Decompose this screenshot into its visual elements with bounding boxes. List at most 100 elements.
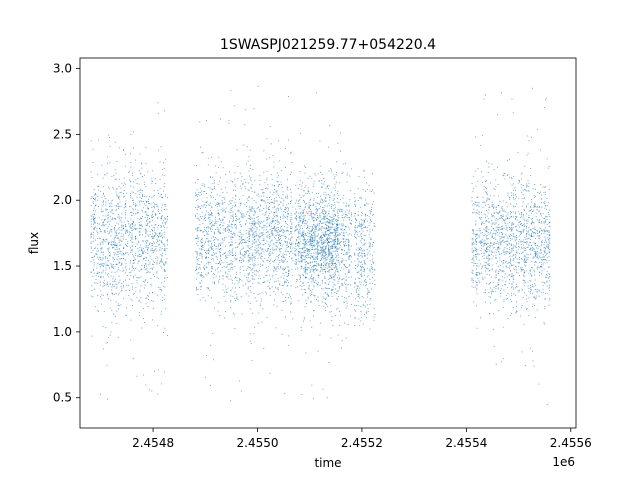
data-point [309,175,311,177]
data-point [290,258,292,260]
data-point [315,256,317,258]
data-point [203,276,205,278]
data-point [119,279,121,281]
data-point [323,227,325,229]
data-point [92,240,94,242]
data-point [115,231,117,233]
data-point [250,227,252,229]
data-point [305,273,307,275]
data-point [149,255,151,257]
data-point [373,223,375,224]
data-point [325,233,327,235]
data-point [143,318,144,319]
data-point [95,199,96,201]
data-point [345,267,347,268]
data-point [233,232,235,234]
data-point [107,283,108,285]
data-point [235,215,237,217]
data-point [348,251,350,253]
data-point [238,278,240,279]
data-point [146,219,148,221]
data-point [266,138,268,140]
data-point [225,211,226,212]
data-point [257,222,259,224]
data-point [206,238,207,240]
data-point [133,209,134,211]
data-point [92,270,94,271]
data-point [208,263,210,265]
data-point [285,230,287,232]
data-point [318,229,320,231]
data-point [315,217,317,219]
data-point [93,248,95,249]
data-point [118,147,120,149]
data-point [195,200,197,202]
data-point [219,231,221,233]
data-point [267,236,269,238]
data-point [199,252,201,254]
data-point [287,285,289,286]
data-point [199,230,201,232]
data-point [360,223,362,225]
data-point [329,287,331,289]
data-point [345,300,347,302]
data-point [212,281,214,283]
data-point [199,216,201,217]
data-point [261,232,263,234]
data-point [101,197,103,198]
data-point [342,230,344,232]
data-point [335,288,337,290]
data-point [121,253,123,255]
data-point [301,288,303,290]
data-point [300,259,302,261]
data-point [363,250,365,252]
data-point [236,280,238,282]
data-point [265,274,267,276]
data-point [325,197,327,199]
data-point [109,205,111,207]
data-point [157,192,159,194]
data-point [285,207,286,209]
data-point [342,284,344,286]
data-point [312,224,314,226]
data-point [261,210,263,212]
data-point [145,229,147,231]
data-point [357,296,359,298]
data-point [272,233,274,235]
data-point [160,260,162,262]
data-point [235,300,237,301]
data-point [341,258,343,260]
data-point [296,262,297,264]
data-point [157,325,159,327]
data-point [147,271,149,273]
data-point [113,175,115,177]
data-point [211,267,213,269]
data-point [309,236,311,238]
data-point [203,266,205,268]
data-point [92,296,94,298]
data-point [300,254,302,256]
data-point [124,314,126,316]
data-point [295,250,297,252]
data-point [337,241,339,243]
data-point [365,214,367,216]
data-point [202,183,204,185]
data-point [219,276,221,278]
data-point [101,252,103,254]
data-point [299,232,301,234]
data-point [368,185,370,186]
data-point [299,230,301,232]
data-point [283,213,285,215]
data-point [335,266,336,268]
data-point [103,283,105,285]
data-point [285,248,287,250]
data-point [93,255,95,257]
data-point [354,215,356,217]
data-point [296,244,298,246]
data-point [339,325,341,327]
data-point [280,169,282,171]
data-point [146,196,148,197]
data-point [148,389,150,391]
data-point [341,283,343,285]
data-point [354,213,356,215]
